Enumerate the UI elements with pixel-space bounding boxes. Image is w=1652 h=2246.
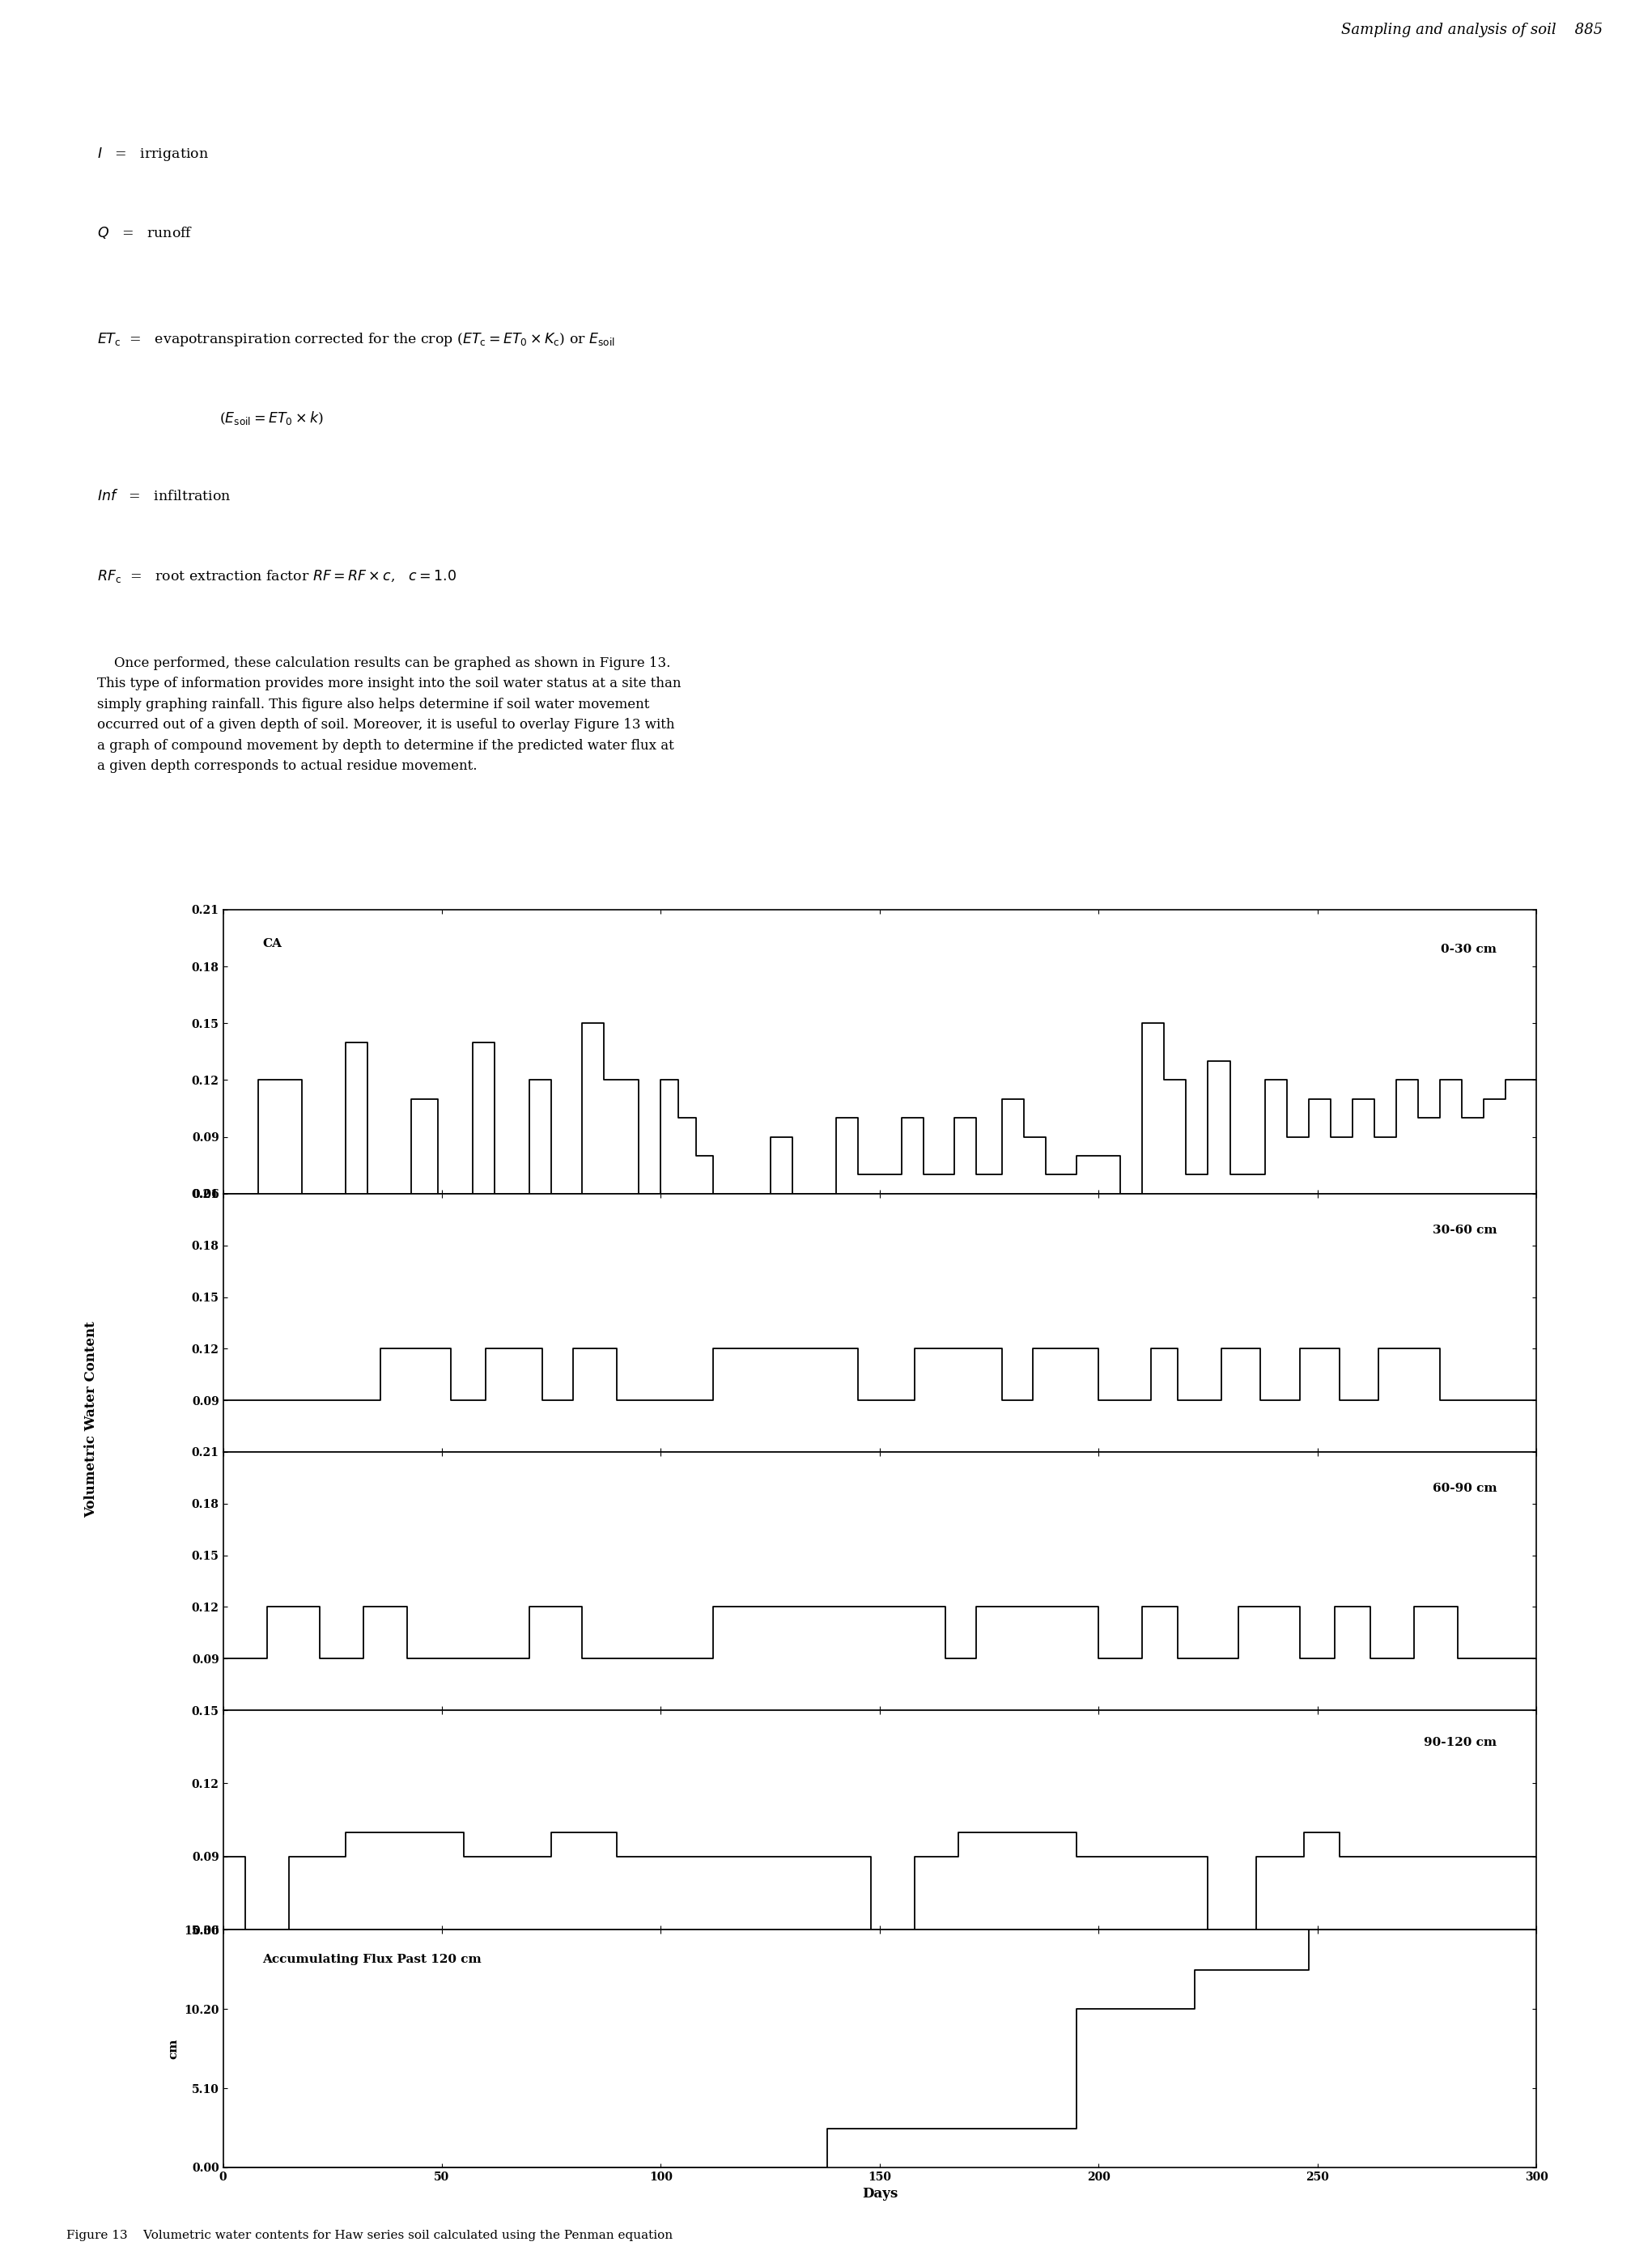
Text: 30-60 cm: 30-60 cm [1432,1224,1497,1235]
Text: 60-90 cm: 60-90 cm [1432,1482,1497,1494]
Text: Accumulating Flux Past 120 cm: Accumulating Flux Past 120 cm [263,1954,482,1965]
Text: ($E_\mathrm{soil} = ET_0 \times k$): ($E_\mathrm{soil} = ET_0 \times k$) [220,409,324,427]
Text: $Q$   =   runoff: $Q$ = runoff [97,225,193,240]
Text: $Inf$   =   infiltration: $Inf$ = infiltration [97,490,231,503]
Text: CA: CA [263,939,282,950]
Text: Sampling and analysis of soil    885: Sampling and analysis of soil 885 [1341,22,1602,36]
Text: Once performed, these calculation results can be graphed as shown in Figure 13.
: Once performed, these calculation result… [97,656,681,773]
Text: Volumetric Water Content: Volumetric Water Content [84,1321,97,1518]
Text: $ET_\mathrm{c}$  =   evapotranspiration corrected for the crop ($ET_\mathrm{c} =: $ET_\mathrm{c}$ = evapotranspiration cor… [97,330,615,348]
Text: $RF_\mathrm{c}$  =   root extraction factor $RF = RF \times c$,   $c = 1.0$: $RF_\mathrm{c}$ = root extraction factor… [97,568,456,584]
Text: 0-30 cm: 0-30 cm [1441,943,1497,955]
Text: 90-120 cm: 90-120 cm [1424,1736,1497,1747]
X-axis label: Days: Days [862,2188,897,2201]
Text: $I$   =   irrigation: $I$ = irrigation [97,146,208,162]
Y-axis label: cm: cm [169,2039,180,2060]
Text: Figure 13    Volumetric water contents for Haw series soil calculated using the : Figure 13 Volumetric water contents for … [66,2230,672,2242]
